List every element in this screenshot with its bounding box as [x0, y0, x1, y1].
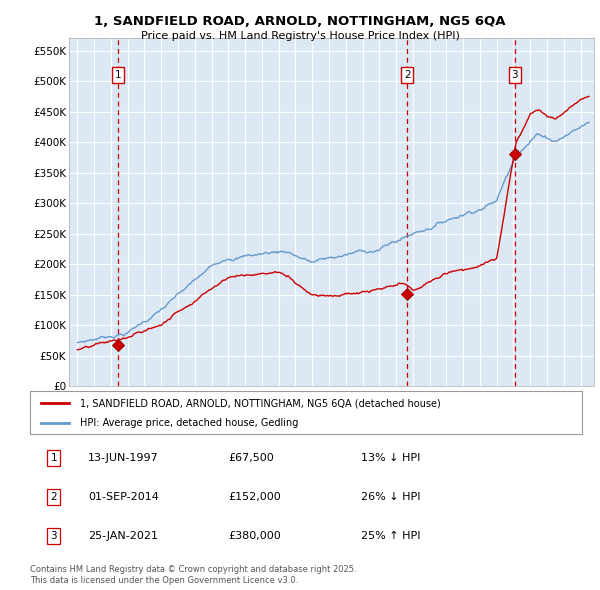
Text: 13-JUN-1997: 13-JUN-1997 — [88, 453, 159, 463]
FancyBboxPatch shape — [30, 391, 582, 434]
Text: £380,000: £380,000 — [229, 531, 281, 541]
Text: 13% ↓ HPI: 13% ↓ HPI — [361, 453, 421, 463]
Text: £67,500: £67,500 — [229, 453, 274, 463]
Text: 1, SANDFIELD ROAD, ARNOLD, NOTTINGHAM, NG5 6QA: 1, SANDFIELD ROAD, ARNOLD, NOTTINGHAM, N… — [94, 15, 506, 28]
Text: 26% ↓ HPI: 26% ↓ HPI — [361, 492, 421, 502]
Text: 3: 3 — [50, 531, 57, 541]
Text: Contains HM Land Registry data © Crown copyright and database right 2025.
This d: Contains HM Land Registry data © Crown c… — [30, 565, 356, 585]
Text: 1: 1 — [115, 70, 122, 80]
Text: 2: 2 — [50, 492, 57, 502]
Text: 01-SEP-2014: 01-SEP-2014 — [88, 492, 159, 502]
Text: Price paid vs. HM Land Registry's House Price Index (HPI): Price paid vs. HM Land Registry's House … — [140, 31, 460, 41]
Text: 25-JAN-2021: 25-JAN-2021 — [88, 531, 158, 541]
Text: 2: 2 — [404, 70, 410, 80]
Text: £152,000: £152,000 — [229, 492, 281, 502]
Text: 25% ↑ HPI: 25% ↑ HPI — [361, 531, 421, 541]
Text: 1: 1 — [50, 453, 57, 463]
Text: HPI: Average price, detached house, Gedling: HPI: Average price, detached house, Gedl… — [80, 418, 298, 428]
Text: 3: 3 — [511, 70, 518, 80]
Text: 1, SANDFIELD ROAD, ARNOLD, NOTTINGHAM, NG5 6QA (detached house): 1, SANDFIELD ROAD, ARNOLD, NOTTINGHAM, N… — [80, 398, 440, 408]
